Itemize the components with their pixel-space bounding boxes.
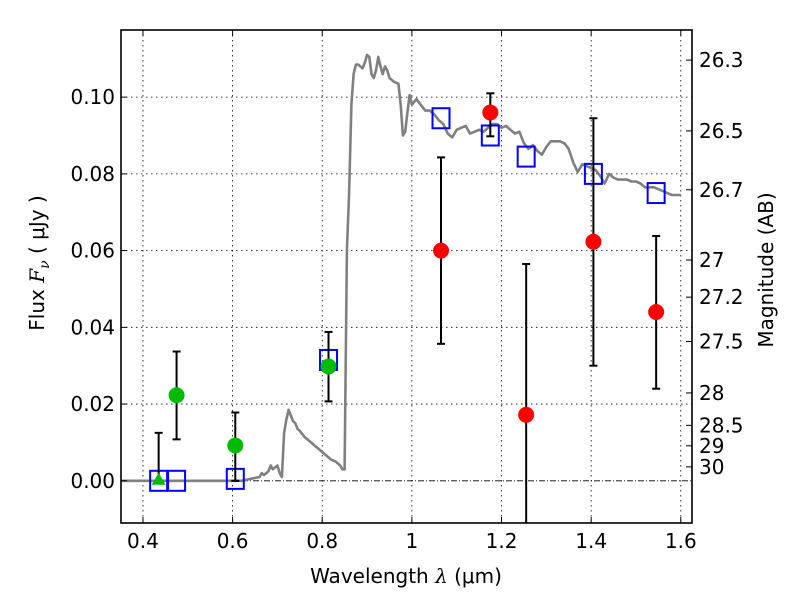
detections-green-marker bbox=[168, 387, 185, 404]
y-tick-label: 0.00 bbox=[70, 469, 115, 493]
y-tick-labels: 0.00 0.02 0.04 0.06 0.08 0.10 bbox=[70, 85, 115, 493]
upper-limit-triangle bbox=[151, 472, 166, 485]
y2-tick-label: 28 bbox=[699, 381, 724, 405]
y-axis-label-text: Flux bbox=[25, 283, 49, 331]
spectrum-line bbox=[121, 53, 681, 483]
detections-green-marker bbox=[227, 437, 244, 454]
model-band-flux-group bbox=[149, 107, 666, 492]
y2-tick-label: 27 bbox=[699, 248, 724, 272]
spectrum-group bbox=[121, 53, 681, 483]
model-band-square bbox=[431, 107, 451, 130]
x-axis-label-unit: (μm) bbox=[448, 564, 502, 588]
y-tick-label: 0.06 bbox=[70, 239, 115, 263]
y-tick-label: 0.02 bbox=[70, 392, 115, 416]
detections-red-marker bbox=[482, 104, 499, 121]
model-band-square bbox=[516, 145, 536, 168]
axis-ticks bbox=[121, 30, 692, 523]
detections-red-marker bbox=[518, 406, 535, 423]
detections-green-marker bbox=[320, 358, 337, 375]
y2-tick-label: 28.5 bbox=[699, 413, 744, 437]
grid-lines bbox=[121, 30, 692, 523]
y2-tick-label: 26.3 bbox=[699, 48, 744, 72]
y2-tick-label: 26.7 bbox=[699, 178, 744, 202]
x-axis-label-symbol: λ bbox=[434, 564, 448, 588]
model-band-square bbox=[646, 182, 666, 205]
x-axis-label-text: Wavelength bbox=[310, 564, 435, 588]
y2-tick-label: 27.5 bbox=[699, 330, 744, 354]
y-axis-label-subscript: ν bbox=[37, 260, 53, 269]
errorbars-group bbox=[154, 92, 661, 523]
x-tick-label: 1.2 bbox=[486, 529, 518, 553]
y2-tick-label: 30 bbox=[699, 455, 724, 479]
x-tick-label: 0.8 bbox=[306, 529, 338, 553]
x-tick-label: 0.6 bbox=[217, 529, 249, 553]
y-tick-label: 0.08 bbox=[70, 162, 115, 186]
x-tick-label: 0.4 bbox=[127, 529, 159, 553]
detections-red-marker bbox=[648, 303, 665, 320]
markers-group bbox=[151, 104, 665, 485]
detections-red-marker bbox=[585, 233, 602, 250]
y2-tick-label: 29 bbox=[699, 434, 724, 458]
plot-frame bbox=[120, 29, 693, 524]
x-tick-labels: 0.4 0.6 0.8 1 1.2 1.4 1.6 bbox=[127, 529, 697, 553]
detections-red-marker bbox=[433, 242, 450, 259]
y-axis-label-unit: ( μJy ) bbox=[25, 195, 49, 260]
y-axis-label: Flux Fν ( μJy ) bbox=[25, 195, 53, 330]
y2-tick-label: 27.2 bbox=[699, 285, 744, 309]
y2-axis-label: Magnitude (AB) bbox=[754, 192, 778, 347]
x-tick-label: 1 bbox=[406, 529, 419, 553]
model-band-square bbox=[167, 469, 187, 492]
y-tick-label: 0.04 bbox=[70, 315, 115, 339]
x-tick-label: 1.6 bbox=[665, 529, 697, 553]
y-axis-label-symbol: F bbox=[25, 268, 49, 284]
y2-tick-label: 26.5 bbox=[699, 119, 744, 143]
y-tick-label: 0.10 bbox=[70, 85, 115, 109]
x-axis-label: Wavelength λ (μm) bbox=[310, 564, 502, 588]
x-tick-label: 1.4 bbox=[575, 529, 607, 553]
